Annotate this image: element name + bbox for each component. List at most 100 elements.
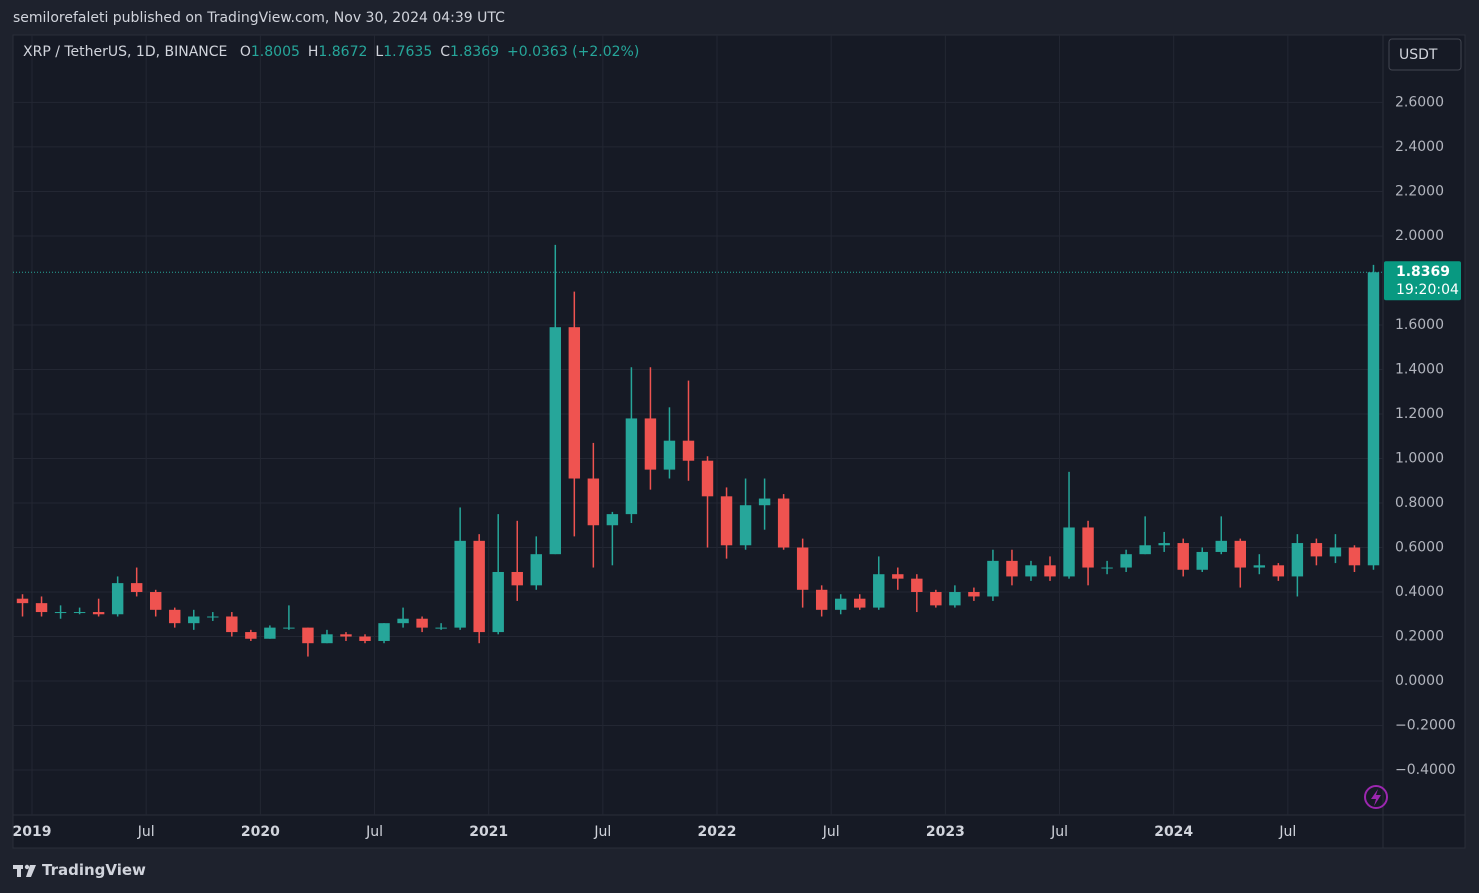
x-tick-label: Jul bbox=[1050, 824, 1068, 840]
candle-body bbox=[1310, 543, 1323, 557]
candle-body bbox=[302, 627, 314, 644]
candle-body bbox=[321, 634, 333, 644]
candle-body bbox=[169, 609, 181, 624]
candle-body bbox=[701, 460, 714, 497]
candle-body bbox=[835, 598, 847, 610]
x-tick-label: 2024 bbox=[1154, 824, 1193, 840]
candle-body bbox=[111, 583, 124, 615]
ohlc-value: 1.8005 bbox=[250, 44, 300, 60]
x-tick-label: Jul bbox=[822, 824, 840, 840]
y-tick-label: 0.6000 bbox=[1395, 540, 1444, 556]
ohlc-label: L bbox=[375, 44, 384, 60]
x-tick-label: 2020 bbox=[241, 824, 280, 840]
candle-body bbox=[1234, 540, 1246, 568]
candle-body bbox=[530, 554, 542, 586]
y-tick-label: 0.8000 bbox=[1395, 495, 1444, 511]
candle-body bbox=[1006, 560, 1018, 577]
logo-part bbox=[17, 865, 21, 877]
candle-body bbox=[1196, 551, 1208, 570]
candle-body bbox=[568, 327, 581, 479]
candle-body bbox=[949, 592, 961, 606]
ohlc-value: 1.8672 bbox=[318, 44, 368, 60]
x-tick-label: 2021 bbox=[469, 824, 508, 840]
ohlc-label: O bbox=[239, 44, 251, 60]
candle-body bbox=[1329, 547, 1342, 557]
candle-body bbox=[492, 571, 504, 633]
candle-body bbox=[54, 612, 67, 614]
y-tick-label: 0.2000 bbox=[1395, 629, 1444, 645]
candle-body bbox=[720, 496, 733, 546]
y-tick-label: 0.4000 bbox=[1395, 584, 1444, 600]
y-tick-label: −0.2000 bbox=[1395, 718, 1456, 734]
candle-body bbox=[73, 612, 86, 614]
last-price-label: 1.8369 bbox=[1396, 264, 1450, 280]
candle-body bbox=[739, 505, 752, 546]
candle-body bbox=[150, 592, 162, 610]
publisher-line: semilorefaleti published on TradingView.… bbox=[13, 10, 505, 26]
candle-body bbox=[854, 598, 866, 608]
candle-body bbox=[815, 589, 828, 610]
candle-body bbox=[1082, 527, 1094, 568]
candle-body bbox=[1348, 547, 1361, 566]
candle-body bbox=[796, 547, 809, 590]
candle-body bbox=[682, 440, 695, 461]
candle-body bbox=[454, 540, 466, 628]
candles bbox=[16, 244, 1380, 657]
x-tick-label: Jul bbox=[1278, 824, 1296, 840]
candle-body bbox=[625, 418, 638, 515]
x-tick-label: 2022 bbox=[698, 824, 737, 840]
logo-part bbox=[24, 864, 30, 870]
candle-body bbox=[226, 616, 238, 633]
candle-body bbox=[511, 571, 523, 586]
currency-label: USDT bbox=[1399, 47, 1438, 63]
candle-body bbox=[35, 603, 48, 613]
candle-body bbox=[663, 440, 676, 470]
ohlc-value: 1.7635 bbox=[383, 44, 433, 60]
y-tick-label: 2.4000 bbox=[1395, 139, 1444, 155]
candle-body bbox=[911, 578, 923, 593]
candle-body bbox=[892, 574, 904, 579]
candle-body bbox=[283, 627, 295, 629]
alert-icon[interactable] bbox=[1364, 785, 1388, 809]
x-tick-label: Jul bbox=[365, 824, 383, 840]
candle-body bbox=[987, 560, 999, 597]
candle-body bbox=[606, 514, 619, 526]
candle-body bbox=[264, 627, 276, 639]
y-tick-label: 2.2000 bbox=[1395, 183, 1444, 199]
last-price-tag bbox=[1384, 261, 1461, 301]
candle-body bbox=[549, 327, 561, 555]
candle-body bbox=[340, 634, 352, 637]
candle-body bbox=[1139, 545, 1151, 555]
x-tick-label: Jul bbox=[593, 824, 611, 840]
change-value: +0.0363 (+2.02%) bbox=[507, 44, 640, 60]
currency-button[interactable] bbox=[1388, 38, 1462, 71]
grid bbox=[13, 35, 1383, 815]
candle-body bbox=[758, 498, 771, 506]
ohlc-label: H bbox=[307, 44, 319, 60]
candle-body bbox=[397, 618, 409, 624]
candle-body bbox=[1158, 543, 1170, 546]
candle-body bbox=[930, 592, 942, 606]
x-tick-label: 2023 bbox=[926, 824, 965, 840]
y-tick-label: 2.0000 bbox=[1395, 228, 1444, 244]
candle-body bbox=[1272, 565, 1285, 577]
logo-part bbox=[26, 865, 36, 877]
symbol-title: XRP / TetherUS, 1D, BINANCE bbox=[23, 44, 228, 60]
ohlc-value: 1.8369 bbox=[450, 44, 500, 60]
y-tick-label: −0.4000 bbox=[1395, 762, 1456, 778]
legend-header: XRP / TetherUS, 1D, BINANCE O1.8005 H1.86… bbox=[23, 44, 639, 60]
candle-body bbox=[587, 478, 600, 526]
countdown-label: 19:20:04 bbox=[1396, 282, 1459, 298]
candle-body bbox=[1367, 272, 1380, 566]
tradingview-logo bbox=[13, 864, 36, 877]
candle-body bbox=[416, 618, 428, 628]
candle-body bbox=[1101, 567, 1113, 569]
candle-body bbox=[188, 616, 200, 624]
y-tick-label: 2.6000 bbox=[1395, 94, 1444, 110]
footer-brand: TradingView bbox=[42, 861, 146, 879]
candle-body bbox=[245, 632, 257, 639]
candle-body bbox=[207, 616, 219, 618]
y-tick-label: 1.0000 bbox=[1395, 450, 1444, 466]
